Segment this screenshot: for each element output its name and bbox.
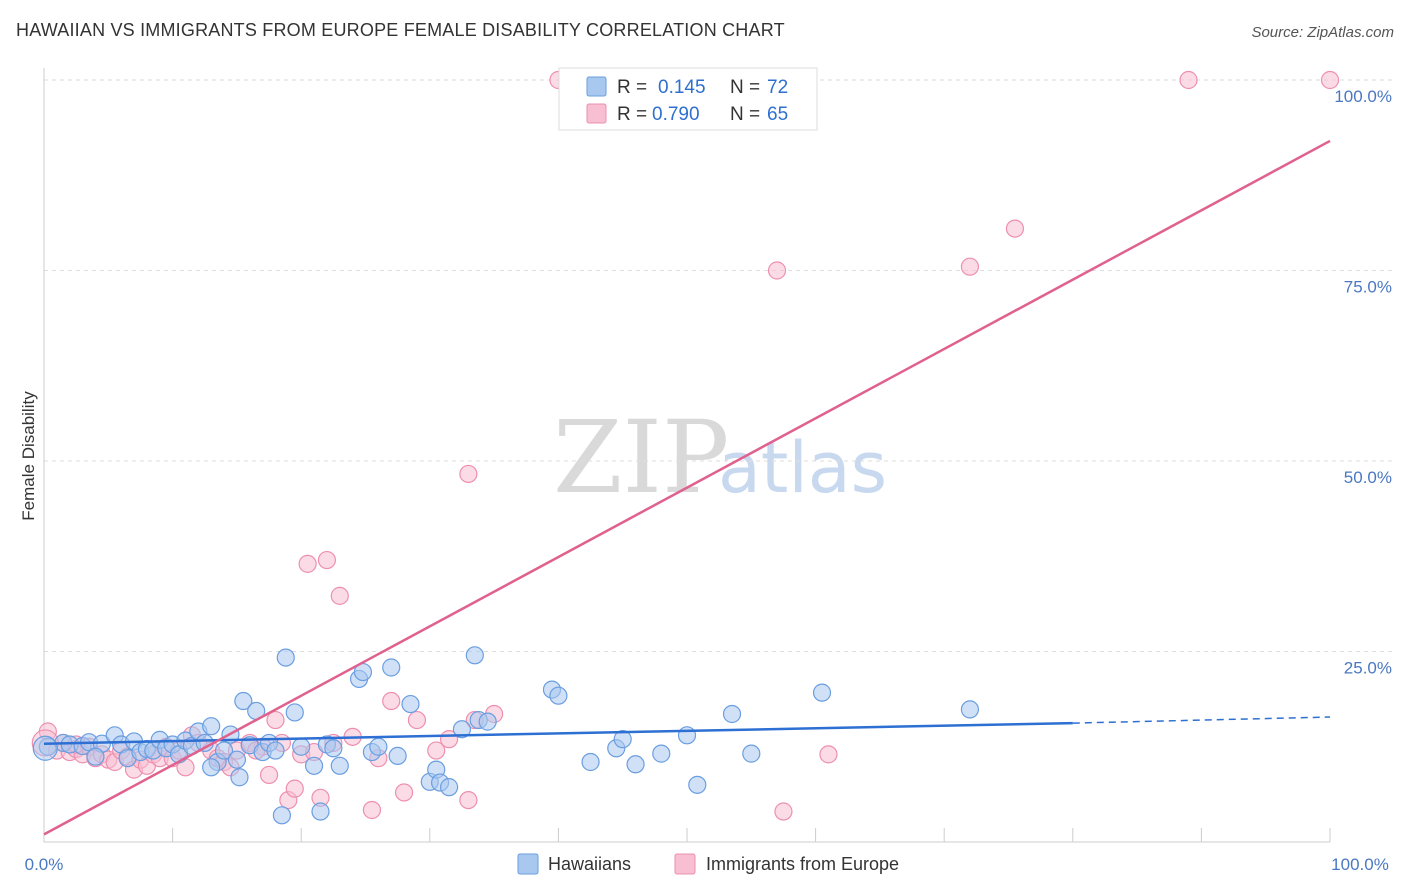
immigrants-point xyxy=(774,802,793,821)
hawaiians-point xyxy=(439,778,459,797)
hawaiians-point xyxy=(581,752,600,772)
hawaiians-point xyxy=(478,712,497,731)
hawaiians-point xyxy=(330,756,349,775)
hawaiians-point xyxy=(742,744,761,763)
immigrants-point xyxy=(459,464,478,484)
hawaiians-point xyxy=(276,648,295,667)
hawaiians-point xyxy=(688,775,707,794)
hawaiians-point xyxy=(369,737,388,756)
immigrants-point xyxy=(394,783,414,802)
legend-swatch-immigrants xyxy=(586,103,607,124)
immigrants-point xyxy=(298,554,317,573)
hawaiians-point xyxy=(613,730,632,749)
legend-n-value-1: 72 xyxy=(767,77,788,98)
immigrants-point xyxy=(382,691,401,711)
hawaiians-point xyxy=(812,683,832,702)
hawaiians-point xyxy=(285,703,304,722)
immigrants-point xyxy=(259,765,279,785)
immigrants-point xyxy=(1179,70,1198,90)
y-tick-labels: 25.0% 50.0% 75.0% 100.0% xyxy=(1334,87,1392,678)
gridlines xyxy=(44,79,1392,652)
immigrants-point xyxy=(767,261,787,280)
series-legend: Hawaiians Immigrants from Europe xyxy=(517,853,899,875)
hawaiians-point xyxy=(32,735,58,761)
y-tick-label-50: 50.0% xyxy=(1344,468,1392,487)
trend-line-hawaiians xyxy=(43,721,1073,745)
hawaiians-point xyxy=(652,744,671,763)
hawaiians-point xyxy=(388,746,407,765)
hawaiians-point xyxy=(202,717,221,736)
legend-r-value-1: 0.145 xyxy=(658,77,706,98)
hawaiians-point xyxy=(292,737,311,756)
bottom-legend-label-hawaiians: Hawaiians xyxy=(548,854,631,874)
bottom-legend-label-immigrants: Immigrants from Europe xyxy=(706,854,899,874)
trend-line-hawaiians-extension xyxy=(1072,716,1331,724)
hawaiians-point xyxy=(230,768,249,787)
immigrants-point xyxy=(266,710,285,730)
hawaiians-point xyxy=(214,741,234,760)
legend-n-value-2: 65 xyxy=(767,104,788,125)
hawaiians-point xyxy=(234,691,253,711)
legend-r-value-2: 0.790 xyxy=(652,104,700,125)
legend-swatch-hawaiians xyxy=(586,76,607,97)
hawaiians-point xyxy=(324,739,343,758)
hawaiians-point xyxy=(304,756,324,775)
hawaiians-point xyxy=(626,755,645,774)
source-attribution: Source: ZipAtlas.com xyxy=(1251,24,1394,41)
series-hawaiians-points xyxy=(32,646,980,825)
hawaiians-point xyxy=(549,686,568,705)
hawaiians-point xyxy=(722,704,742,724)
legend-r-label-1: R = xyxy=(617,77,647,98)
immigrants-point xyxy=(960,257,980,276)
hawaiians-point xyxy=(382,658,401,677)
immigrants-point xyxy=(317,550,337,570)
hawaiians-point xyxy=(227,750,246,769)
hawaiians-point xyxy=(465,646,484,665)
immigrants-point xyxy=(407,710,427,730)
immigrants-point xyxy=(362,800,382,820)
hawaiians-point xyxy=(272,806,292,825)
immigrants-point xyxy=(1005,219,1025,238)
legend-n-label-1: N = xyxy=(730,77,760,98)
chart-title: HAWAIIAN VS IMMIGRANTS FROM EUROPE FEMAL… xyxy=(16,20,785,40)
hawaiians-point xyxy=(677,726,697,745)
hawaiians-point xyxy=(960,700,980,719)
legend-n-label-2: N = xyxy=(730,104,760,125)
immigrants-point xyxy=(1320,70,1340,90)
x-tick-label-max: 100.0% xyxy=(1331,855,1389,874)
correlation-legend: R = 0.145 N = 72 R = 0.790 N = 65 xyxy=(558,67,818,131)
immigrants-point xyxy=(459,790,478,810)
bottom-legend-swatch-immigrants xyxy=(674,853,696,875)
trend-lines xyxy=(43,139,1331,836)
watermark: ZIP atlas xyxy=(553,399,887,516)
y-tick-label-25: 25.0% xyxy=(1344,659,1392,678)
immigrants-point xyxy=(285,779,304,798)
legend-r-label-2: R = xyxy=(617,104,647,125)
hawaiians-point xyxy=(452,720,472,739)
hawaiians-point xyxy=(202,758,221,777)
y-tick-label-75: 75.0% xyxy=(1344,278,1392,297)
hawaiians-point xyxy=(401,694,420,714)
watermark-atlas: atlas xyxy=(718,427,887,509)
trend-line-immigrants xyxy=(43,139,1331,836)
immigrants-point xyxy=(819,745,838,764)
y-axis-label: Female Disability xyxy=(19,391,38,521)
x-tick-label-min: 0.0% xyxy=(25,855,64,874)
hawaiians-point xyxy=(266,741,285,760)
y-tick-label-100: 100.0% xyxy=(1334,87,1392,106)
hawaiians-point xyxy=(86,747,105,766)
hawaiians-point xyxy=(311,802,330,821)
x-axis-ticks xyxy=(43,828,1331,842)
bottom-legend-swatch-hawaiians xyxy=(517,853,539,875)
watermark-zip: ZIP xyxy=(553,399,729,516)
immigrants-point xyxy=(330,586,349,605)
immigrants-point xyxy=(427,741,446,760)
